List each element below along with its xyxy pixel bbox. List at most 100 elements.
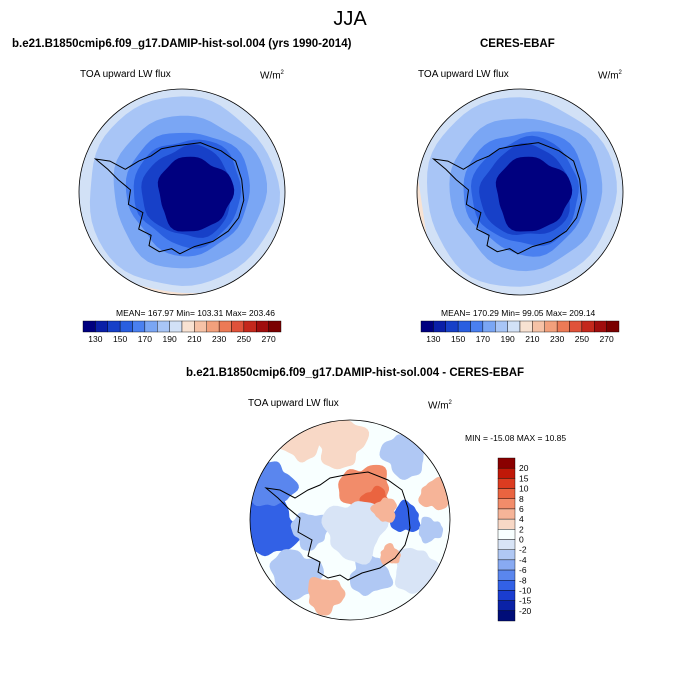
panel1-colorbar-tick-2: 170 [138, 334, 152, 344]
panel1-colorbar-tick-7: 270 [262, 334, 276, 344]
panel3-units: W/m2 [428, 400, 452, 412]
panel3-anomaly-0 [250, 491, 302, 557]
panel3-anomaly-13 [380, 543, 401, 566]
panel3-coastline [264, 471, 411, 581]
panel3-colorbar-tick-1: 15 [519, 473, 529, 483]
panel2-plateau [495, 156, 573, 232]
panel3-anomaly-10 [379, 434, 429, 480]
panel1-colorbar-box-4 [132, 320, 146, 333]
panel3-anomaly-8 [394, 547, 441, 594]
panel2-colorbar-box-15 [606, 320, 620, 333]
panel1-map [78, 88, 286, 296]
panel2-colorbar-box-5 [482, 320, 496, 333]
panel2-colorbar-tick-0: 130 [426, 334, 440, 344]
panel3-colorbar-box-15 [497, 610, 516, 622]
panel1-colorbar-box-14 [256, 320, 269, 333]
panel3-colorbar-box-7 [497, 529, 516, 540]
panel1-units: W/m2 [260, 70, 284, 82]
panel2-colorbar-box-3 [457, 320, 471, 333]
panel2-colorbar: 130 150 170 190 210 230 250 270 [420, 320, 620, 344]
panel2-colorbar-tick-3: 190 [501, 334, 515, 344]
panel3-title: b.e21.B1850cmip6.f09_g17.DAMIP-hist-sol.… [186, 367, 525, 379]
panel2-colorbar-tick-6: 250 [575, 334, 589, 344]
panel2-colorbar-box-0 [420, 320, 434, 333]
panel1-colorbar-tick-3: 190 [163, 334, 177, 344]
panel2-colorbar-box-13 [581, 320, 595, 333]
panel2-colorbar-box-12 [569, 320, 583, 333]
panel1-colorbar-box-12 [231, 320, 245, 333]
panel1-colorbar-box-10 [206, 320, 220, 333]
panel3-colorbar-box-12 [497, 580, 516, 591]
panel1-colorbar-box-15 [268, 320, 282, 333]
panel3-colorbar-box-14 [497, 600, 516, 612]
panel2-var-label: TOA upward LW flux [418, 69, 509, 80]
panel2-map [416, 88, 624, 296]
panel3-colorbar-box-13 [497, 590, 516, 601]
panel1-colorbar-box-5 [144, 320, 158, 333]
panel3-colorbar-box-10 [497, 559, 516, 571]
panel1-colorbar: 130 150 170 190 210 230 250 270 [82, 320, 282, 344]
panel3-colorbar-box-3 [497, 488, 516, 499]
panel1-colorbar-box-0 [82, 320, 96, 333]
panel3-anomaly-9 [313, 420, 370, 470]
panel2-colorbar-box-4 [470, 320, 484, 333]
panel3-colorbar-tick-0: 20 [519, 463, 529, 473]
panel1-stats: MEAN= 167.97 Min= 103.31 Max= 203.46 [116, 308, 276, 318]
panel3-colorbar-tick-8: -2 [519, 545, 527, 555]
panel1-colorbar-box-9 [194, 320, 207, 333]
panel1-colorbar-box-7 [169, 320, 183, 333]
panel1-colorbar-box-3 [119, 320, 133, 333]
panel2-coastline [431, 142, 583, 255]
panel2-colorbar-tick-1: 150 [451, 334, 465, 344]
panel1-colorbar-box-13 [243, 320, 257, 333]
panel2-colorbar-tick-5: 230 [550, 334, 564, 344]
panel3-colorbar-tick-14: -20 [519, 606, 532, 616]
panel2-colorbar-box-8 [519, 320, 533, 333]
panel1-colorbar-box-11 [218, 320, 232, 333]
panel1-colorbar-box-8 [181, 320, 195, 333]
panel3-colorbar-tick-12: -10 [519, 585, 532, 595]
panel3-colorbar-tick-7: 0 [519, 535, 524, 545]
panel3-var-label: TOA upward LW flux [248, 398, 339, 409]
panel1-colorbar-box-6 [157, 320, 170, 333]
panel2-colorbar-tick-7: 270 [600, 334, 614, 344]
panel2-stats: MEAN= 170.29 Min= 99.05 Max= 209.14 [441, 308, 596, 318]
panel3-anomaly-16 [321, 501, 389, 565]
panel1-colorbar-tick-5: 230 [212, 334, 226, 344]
panel2-title: CERES-EBAF [480, 38, 555, 50]
panel3-colorbar-tick-5: 4 [519, 514, 524, 524]
panel3-colorbar-tick-2: 10 [519, 484, 529, 494]
panel3-colorbar-tick-4: 6 [519, 504, 524, 514]
figure-title: JJA [333, 8, 367, 30]
panel3-anomaly-3 [290, 512, 329, 551]
panel3-anomaly-17 [370, 497, 397, 523]
panel3-colorbar-box-1 [497, 467, 516, 479]
panel2-colorbar-box-14 [594, 320, 607, 333]
panel3-anomaly-12 [418, 476, 450, 511]
panel2-colorbar-box-11 [556, 320, 570, 333]
panel2-colorbar-tick-4: 210 [525, 334, 539, 344]
panel2-units: W/m2 [598, 70, 622, 82]
panel3-colorbar-box-6 [497, 518, 516, 530]
panel3-colorbar-box-8 [497, 539, 516, 550]
panel3-colorbar-box-9 [497, 549, 516, 561]
panel1-colorbar-tick-1: 150 [113, 334, 127, 344]
panel3-stats: MIN = -15.08 MAX = 10.85 [465, 433, 567, 443]
panel2-colorbar-box-10 [544, 320, 558, 333]
panel3-colorbar-tick-6: 2 [519, 524, 524, 534]
panel3-colorbar-tick-11: -8 [519, 575, 527, 585]
panel3-colorbar-tick-3: 8 [519, 494, 524, 504]
panel2-map-border [416, 88, 624, 296]
panel1-colorbar-tick-6: 250 [237, 334, 251, 344]
panel1-map-border [78, 88, 286, 296]
panel1-colorbar-box-1 [95, 320, 108, 333]
panel2-colorbar-box-1 [433, 320, 446, 333]
panel1-coastline [93, 142, 245, 255]
panel2-colorbar-box-2 [445, 320, 459, 333]
panel1-colorbar-tick-0: 130 [88, 334, 102, 344]
panel3-anomaly-1 [250, 461, 299, 507]
panel2-colorbar-box-9 [532, 320, 545, 333]
panel3-anomaly-6 [388, 499, 421, 532]
